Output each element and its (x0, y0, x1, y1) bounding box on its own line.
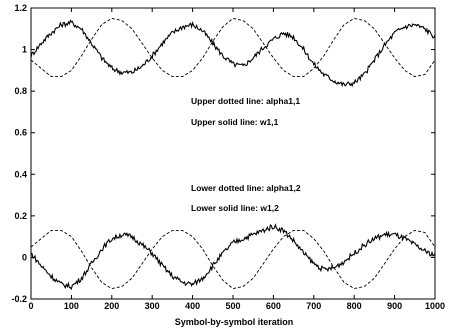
x-tick-label: 0 (28, 301, 33, 311)
tick-labels: 0 100 200 300 400 500 600 700 800 900 1000-0.200.2… (11, 3, 445, 311)
x-tick-label: 500 (225, 301, 240, 311)
axis-ticks (30, 7, 436, 300)
x-tick-label: 400 (185, 301, 200, 311)
y-tick-label: 0.6 (14, 128, 27, 138)
series-layer (30, 17, 436, 291)
x-tick-label: 600 (266, 301, 281, 311)
annotation-lower-dotted: Lower dotted line: alpha1,2 (191, 183, 301, 193)
y-tick-label: 1.2 (14, 3, 27, 13)
series-line-w1-1 (30, 19, 436, 88)
x-tick-label: 700 (306, 301, 321, 311)
series-line-alpha1-2 (30, 229, 436, 290)
annotation-upper-solid: Upper solid line: w1,1 (191, 117, 279, 127)
annotation-upper-dotted: Upper dotted line: alpha1,1 (191, 96, 300, 106)
series-line-w1-2 (30, 223, 436, 291)
x-tick-label: 800 (347, 301, 362, 311)
x-tick-label: 1000 (425, 301, 445, 311)
x-tick-label: 200 (104, 301, 119, 311)
x-axis-label: Symbol-by-symbol iteration (175, 317, 294, 327)
series-line-alpha1-1 (30, 17, 436, 78)
y-tick-label: -0.2 (11, 294, 27, 304)
plot-frame (30, 7, 436, 300)
annotation-lower-solid: Lower solid line: w1,2 (191, 203, 279, 213)
y-tick-label: 0.4 (14, 169, 27, 179)
x-tick-label: 300 (145, 301, 160, 311)
y-tick-label: 0.8 (14, 86, 27, 96)
y-tick-label: 0.2 (14, 211, 27, 221)
x-tick-label: 100 (64, 301, 79, 311)
y-tick-label: 0 (22, 252, 27, 262)
y-tick-label: 1 (22, 45, 27, 55)
x-tick-label: 900 (387, 301, 402, 311)
